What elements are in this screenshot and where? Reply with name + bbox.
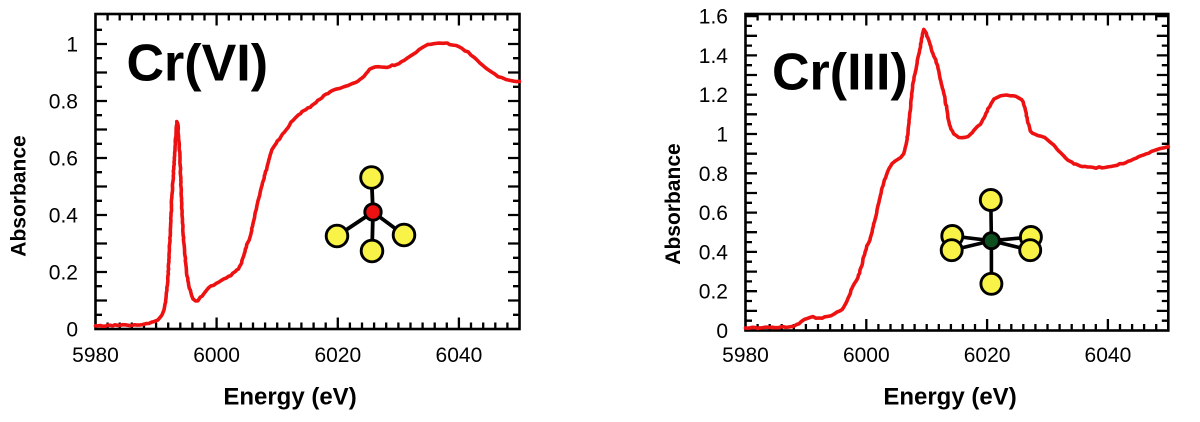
svg-text:6020: 6020 — [314, 344, 361, 367]
svg-text:0.8: 0.8 — [699, 163, 728, 186]
svg-text:6000: 6000 — [843, 344, 890, 367]
svg-text:5980: 5980 — [722, 344, 769, 367]
svg-text:0.2: 0.2 — [49, 262, 78, 285]
svg-text:0.4: 0.4 — [49, 205, 79, 228]
svg-text:1.2: 1.2 — [699, 84, 728, 107]
svg-text:0.8: 0.8 — [49, 91, 78, 114]
svg-text:1.6: 1.6 — [699, 6, 728, 29]
svg-text:0: 0 — [66, 319, 78, 342]
svg-text:Absorbance: Absorbance — [8, 135, 31, 256]
svg-text:Energy (eV): Energy (eV) — [223, 384, 356, 411]
svg-text:6040: 6040 — [1085, 344, 1132, 367]
svg-text:Cr(III): Cr(III) — [772, 44, 908, 102]
svg-text:0.2: 0.2 — [699, 281, 728, 304]
svg-text:0.6: 0.6 — [699, 202, 728, 225]
svg-text:1: 1 — [66, 34, 78, 57]
svg-text:Cr(VI): Cr(VI) — [127, 35, 269, 93]
svg-text:Energy (eV): Energy (eV) — [883, 384, 1016, 411]
svg-text:0.6: 0.6 — [49, 148, 78, 171]
svg-text:6000: 6000 — [193, 344, 240, 367]
svg-text:6040: 6040 — [436, 344, 483, 367]
svg-text:0.4: 0.4 — [699, 241, 729, 264]
svg-text:1.4: 1.4 — [699, 45, 729, 68]
svg-text:0: 0 — [716, 320, 728, 343]
svg-text:6020: 6020 — [964, 344, 1011, 367]
svg-text:Absorbance: Absorbance — [662, 143, 685, 264]
svg-text:1: 1 — [716, 124, 728, 147]
svg-text:5980: 5980 — [72, 344, 119, 367]
